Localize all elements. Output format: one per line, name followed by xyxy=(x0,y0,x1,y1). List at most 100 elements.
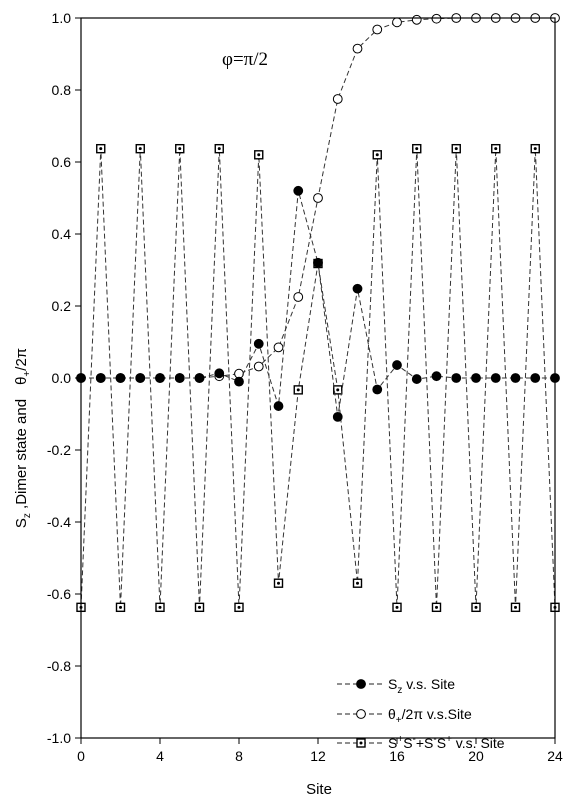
data-point xyxy=(135,373,146,383)
data-point xyxy=(214,368,225,379)
data-point xyxy=(372,384,383,395)
x-tick-label: 16 xyxy=(389,748,405,764)
y-title-middle: ,Dimer state and xyxy=(13,399,30,513)
data-point xyxy=(234,376,244,387)
data-point xyxy=(530,373,541,383)
y-title-s: S xyxy=(13,518,30,528)
y-tick-label: 0.8 xyxy=(52,82,72,98)
legend-theta-t: θ xyxy=(388,706,396,722)
legend-sz-s: S xyxy=(388,676,397,692)
x-tick-label: 0 xyxy=(77,748,85,764)
data-point-center xyxy=(257,153,261,157)
data-point xyxy=(392,360,402,370)
data-point xyxy=(273,401,284,411)
annotation-label: φ=π/2 xyxy=(222,49,268,70)
data-point xyxy=(352,283,363,294)
data-point xyxy=(471,373,481,383)
data-point xyxy=(253,338,264,349)
data-point xyxy=(293,292,304,302)
data-point xyxy=(490,373,501,383)
y-tick-label: -1.0 xyxy=(47,730,71,746)
data-point xyxy=(194,373,205,383)
data-point-center xyxy=(375,153,379,157)
data-point-center xyxy=(395,605,399,609)
y-tick-label: 0.4 xyxy=(52,226,72,242)
y-tick-label: -0.8 xyxy=(47,658,71,674)
legend-theta-rest: /2π v.s.Site xyxy=(402,706,472,722)
y-tick-label: 0.2 xyxy=(52,298,72,314)
legend-label-sz: Sz v.s. Site xyxy=(388,676,455,696)
y-title-theta: θ xyxy=(13,377,30,385)
data-point-center xyxy=(514,605,517,609)
data-point-center xyxy=(237,605,241,609)
x-tick-label: 4 xyxy=(156,748,164,764)
x-tick-label: 12 xyxy=(310,748,326,764)
y-tick-label: -0.2 xyxy=(47,442,71,458)
legend-sz-sub: z xyxy=(397,685,402,696)
y-tick-label: 0.6 xyxy=(52,154,72,170)
data-point xyxy=(273,342,284,353)
x-axis-title: Site xyxy=(306,781,332,798)
y-title-sub-plus: + xyxy=(22,371,33,377)
data-point xyxy=(253,361,264,372)
series-layer xyxy=(76,13,560,613)
data-point-center xyxy=(277,581,280,585)
data-point-center xyxy=(119,605,122,609)
legend-label-dimer: S+S-+S-S+ v.s. Site xyxy=(388,734,505,751)
y-title-sub-z: z xyxy=(22,513,33,518)
data-point-center xyxy=(158,605,162,609)
x-tick-label: 24 xyxy=(547,748,563,764)
y-tick-label: -0.4 xyxy=(47,514,71,530)
data-point xyxy=(411,374,422,384)
data-point-center xyxy=(296,388,300,392)
data-point xyxy=(115,373,126,383)
y-tick-label: -0.6 xyxy=(47,586,71,602)
data-point-center xyxy=(454,147,458,151)
y-title-ratio: /2π xyxy=(13,348,30,371)
legend-dimer-sup1: + xyxy=(397,734,403,745)
data-point-center xyxy=(356,581,359,585)
legend-dimer-rest: v.s. Site xyxy=(452,735,505,751)
data-point xyxy=(313,257,323,268)
data-point xyxy=(352,43,363,54)
axes-layer: -1.0 -0.8 -0.6 -0.4 -0.2 0.0 0.2 0.4 0.6 0.8 1.0 0 4… xyxy=(47,10,563,764)
data-point-center xyxy=(435,605,438,609)
data-point-center xyxy=(336,388,340,392)
legend-theta-sub: + xyxy=(396,715,402,726)
data-point-center xyxy=(494,147,498,151)
legend-marker-theta xyxy=(356,709,366,719)
data-point-center xyxy=(178,147,182,151)
data-point xyxy=(155,373,165,383)
x-tick-label: 20 xyxy=(468,748,484,764)
data-point xyxy=(392,17,402,28)
data-point xyxy=(372,24,383,35)
legend-dimer-p1: S xyxy=(388,735,397,751)
data-point-center xyxy=(217,147,221,151)
data-point-center xyxy=(198,605,201,609)
data-point-center xyxy=(99,147,103,151)
data-point-center xyxy=(474,605,478,609)
data-point-center xyxy=(533,147,537,151)
legend: Sz v.s. Site θ+/2π v.s.Site S+S-+S-S+ v.… xyxy=(337,676,505,751)
legend-sz-rest: v.s. Site xyxy=(402,676,455,692)
data-point xyxy=(510,373,521,383)
data-point xyxy=(293,185,304,196)
data-point xyxy=(451,373,462,383)
data-point-center xyxy=(415,147,419,151)
data-point xyxy=(431,13,442,24)
data-point xyxy=(431,371,442,382)
legend-marker-dimer xyxy=(356,738,366,748)
y-tick-label: 0.0 xyxy=(52,370,72,386)
legend-dimer-sup2: - xyxy=(413,734,416,745)
series-filled-circle xyxy=(76,185,560,422)
legend-dimer-p4: S xyxy=(437,735,446,751)
legend-dimer-p2: S xyxy=(403,735,412,751)
data-point xyxy=(313,193,323,203)
series-dotted-square xyxy=(76,143,560,613)
data-point xyxy=(332,94,343,104)
data-point xyxy=(174,373,185,383)
legend-dimer-sup3: - xyxy=(433,734,436,745)
legend-label-theta: θ+/2π v.s.Site xyxy=(388,706,472,726)
